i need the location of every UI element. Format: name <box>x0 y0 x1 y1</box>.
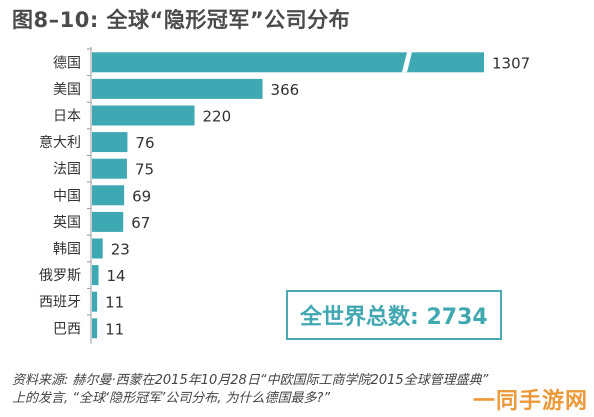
axis-break-mark <box>402 52 412 73</box>
bar <box>92 158 127 179</box>
category-label: 德国 <box>53 55 81 71</box>
category-label: 韩国 <box>53 242 81 258</box>
bar <box>92 132 128 153</box>
category-label: 美国 <box>53 82 81 98</box>
data-label: 23 <box>111 241 130 259</box>
bar <box>92 78 263 99</box>
bar <box>92 238 103 259</box>
bar <box>92 185 125 206</box>
category-label: 意大利 <box>39 134 81 151</box>
data-label: 76 <box>135 134 154 152</box>
source-note: 资料来源: 赫尔曼·西蒙在2015年10月28日“中欧国际工商学院2015全球管… <box>12 373 489 406</box>
data-label: 67 <box>131 214 150 232</box>
chart-title: 图8–10: 全球“隐形冠军”公司分布 <box>12 8 351 32</box>
category-label: 俄罗斯 <box>39 268 81 284</box>
category-label: 日本 <box>53 109 81 125</box>
data-label: 366 <box>271 81 300 99</box>
category-label: 西班牙 <box>39 295 81 311</box>
category-label: 巴西 <box>53 321 81 337</box>
total-count-box: 全世界总数: 2734 <box>286 290 502 340</box>
data-label: 14 <box>107 267 126 285</box>
category-label: 法国 <box>53 162 81 178</box>
bar <box>92 105 195 126</box>
watermark-logo: 一同手游网 <box>472 389 588 414</box>
bar <box>92 318 98 339</box>
data-label: 75 <box>135 161 154 179</box>
data-label: 11 <box>105 320 124 338</box>
data-label: 11 <box>105 294 124 312</box>
data-label: 220 <box>203 108 232 126</box>
bar <box>92 291 98 312</box>
bar <box>92 52 484 73</box>
data-label: 69 <box>132 187 151 205</box>
category-label: 中国 <box>53 188 81 204</box>
bar <box>92 211 124 232</box>
bar <box>92 265 99 286</box>
data-label: 1307 <box>492 54 530 72</box>
category-label: 英国 <box>53 214 81 231</box>
